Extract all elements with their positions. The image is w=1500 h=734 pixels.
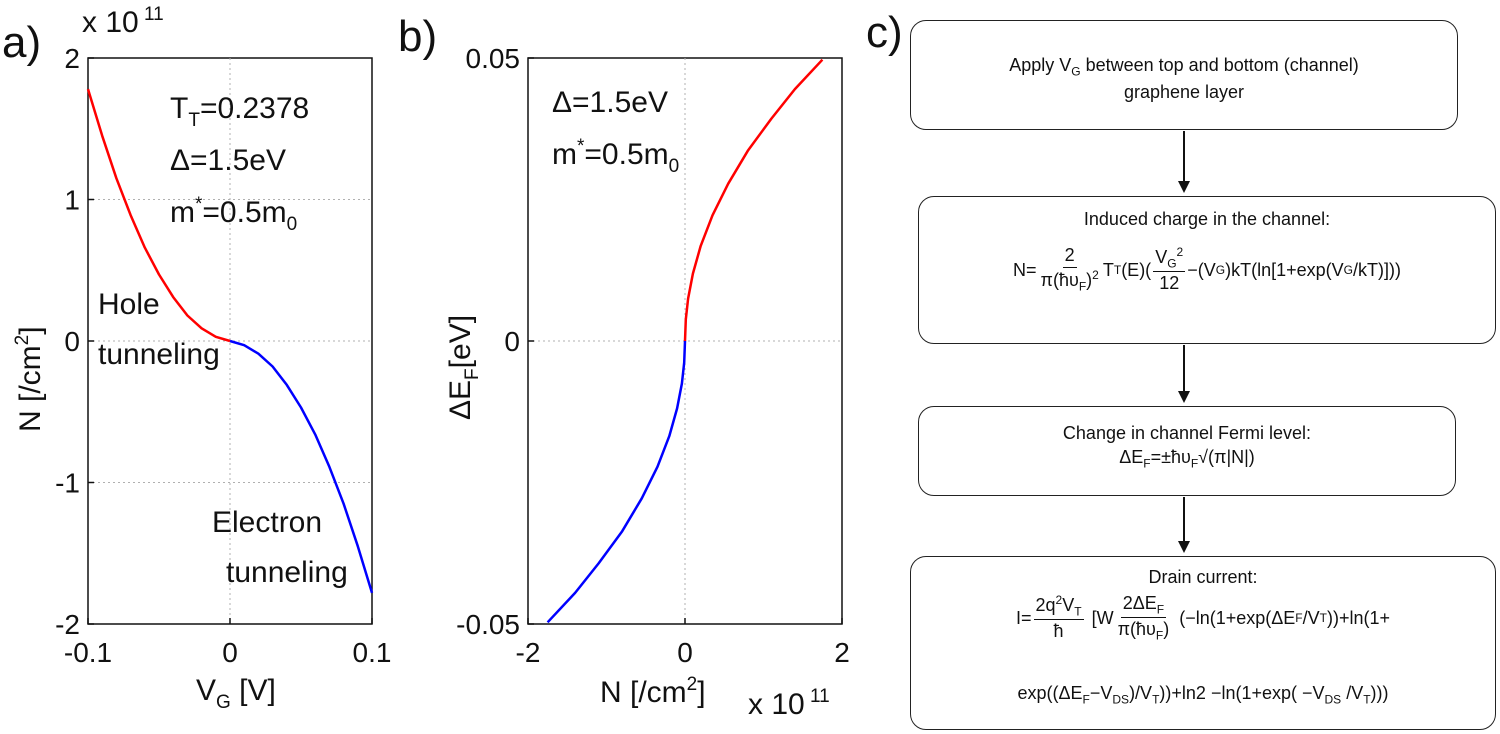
chart-a-electron-label-line2: tunneling [226, 556, 348, 589]
chart-a-exponent-power: 11 [144, 4, 164, 25]
chart-a-xtick-label: 0 [222, 637, 238, 668]
chart-b-ytick-label: 0 [504, 326, 520, 357]
chart-a-ytick-label: -1 [55, 468, 80, 499]
arrow-2-line [1183, 345, 1185, 393]
panel-label-c: c) [866, 8, 903, 57]
chart-a-hole-label-line1: Hole [98, 288, 160, 321]
chart-a-ytick-label: 1 [64, 185, 80, 216]
chart-a-ytick-label: 2 [64, 43, 80, 74]
panel-label-a: a) [2, 18, 42, 67]
chart-a-ytick-label: -2 [55, 609, 80, 640]
chart-a-xtick-label: 0.1 [353, 637, 392, 668]
flow-box-apply-voltage: Apply VG between top and bottom (channel… [910, 20, 1458, 130]
drain-current-equation-line2: exp((ΔEF−VDS)/VT))+ln2 −ln(1+exp( −VDS /… [1017, 683, 1389, 707]
chart-b-series-0-line [683, 58, 824, 342]
fermi-level-equation: ΔEF=±ħυF√(π|N|) [1119, 447, 1255, 471]
chart-b-mass-annotation: m*=0.5m0 [552, 136, 679, 177]
panel-label-b: b) [398, 12, 438, 61]
arrow-1-head [1178, 181, 1190, 193]
induced-charge-equation: N= 2 π(ħυF)2 T T (E)( VG2 12 −(V G)kT(ln[1+ex… [1013, 245, 1401, 294]
chart-a-delta-annotation: Δ=1.5eV [170, 144, 286, 177]
chart-b-xlabel: N [/cm2] [600, 674, 706, 709]
flow-box-drain-current: Drain current: I= 2q2VT ħ [W 2ΔEF π(ħυF) (… [910, 556, 1496, 730]
chart-a-xtick-label: -0.1 [64, 637, 112, 668]
chart-a-ylabel: N [/cm2] [12, 326, 47, 432]
chart-a-series-1-line [229, 339, 374, 594]
chart-b-series-1-line [546, 340, 687, 624]
box4-title: Drain current: [1148, 567, 1258, 587]
arrow-3-head [1178, 541, 1190, 553]
chart-b-ytick-label: -0.05 [456, 609, 520, 640]
chart-b-ylabel: ΔEF[eV] [444, 315, 483, 420]
chart-a-mass-annotation: m*=0.5m0 [170, 194, 297, 235]
arrow-1-line [1183, 131, 1185, 183]
chart-a-exponent-base: x 10 [82, 6, 139, 39]
chart-a-xlabel: VG [V] [196, 674, 276, 713]
chart-b-xtick-label: -2 [516, 637, 541, 668]
box2-title: Induced charge in the channel: [1083, 209, 1331, 229]
box3-title: Change in channel Fermi level: [1062, 423, 1312, 443]
chart-b-exponent-power: 11 [810, 686, 830, 707]
chart-a-hole-label-line2: tunneling [98, 338, 220, 371]
chart-b-ytick-label: 0.05 [466, 43, 521, 74]
flow-box-fermi-level: Change in channel Fermi level: ΔEF=±ħυF√… [918, 406, 1456, 496]
arrow-3-line [1183, 497, 1185, 543]
drain-current-equation-line1: I= 2q2VT ħ [W 2ΔEF π(ħυF) (−ln(1+exp(ΔE F/V… [1015, 593, 1391, 643]
chart-b: -2 0 2 -0.05 0 0.05 Δ=1.5eV m*=0.5m0 N [/cm2]… [444, 43, 850, 721]
chart-a-electron-label-line1: Electron [212, 506, 322, 539]
chart-b-xtick-label: 0 [677, 637, 693, 668]
chart-b-exponent-base: x 10 [748, 688, 805, 721]
chart-a-tt-annotation: TT=0.2378 [170, 92, 309, 131]
chart-a-series-0-line [86, 88, 231, 343]
chart-a-ytick-label: 0 [64, 326, 80, 357]
box1-line2: graphene layer [1123, 81, 1245, 102]
arrow-2-head [1178, 391, 1190, 403]
chart-b-delta-annotation: Δ=1.5eV [552, 86, 668, 119]
box1-line1: Apply VG between top and bottom (channel… [1009, 55, 1359, 79]
flow-box-induced-charge: Induced charge in the channel: N= 2 π(ħυF… [918, 196, 1496, 344]
chart-b-xtick-label: 2 [834, 637, 850, 668]
